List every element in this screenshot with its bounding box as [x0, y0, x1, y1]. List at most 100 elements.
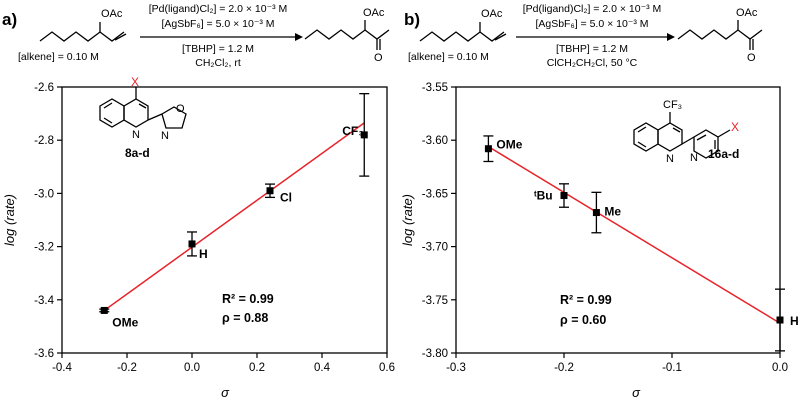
point-label: OMe	[112, 315, 138, 329]
reagent-a-3: [TBHP] = 1.2 M	[182, 43, 254, 55]
y-tick-label: -2.8	[34, 135, 54, 147]
data-point-group: ᵗBu	[534, 183, 569, 208]
ketone-oxygen-b: O	[747, 52, 756, 64]
oac-start-b: OAc	[481, 8, 503, 20]
x-tick-label: 0.0	[184, 362, 200, 374]
data-point-group: OMe	[99, 306, 139, 329]
y-tick-label: -3.75	[422, 295, 448, 307]
linear-fit-line	[488, 145, 781, 324]
double-bond-a	[114, 33, 127, 41]
data-point-marker	[100, 306, 108, 314]
y-tick-label: -3.65	[422, 188, 448, 200]
y-tick-label: -3.70	[422, 242, 448, 254]
ketone-product-a	[304, 29, 390, 40]
linear-fit-line	[103, 122, 365, 312]
x-tick-label: 0.0	[772, 362, 788, 374]
data-point-marker	[484, 145, 492, 153]
data-point-group: Cl	[265, 183, 292, 205]
y-tick-label: -3.4	[34, 295, 54, 307]
y-tick-label: -3.60	[422, 135, 448, 147]
data-point-group: Me	[591, 191, 621, 234]
ligand-x-b: X	[731, 120, 739, 134]
chart-b: -0.3 -0.2 -0.1 0.0 -3.55 -3.60 -3.65 -3.70 -3.75…	[400, 82, 799, 400]
plot-frame-a	[61, 86, 388, 354]
data-marks-b: OMe ᵗBu Me H	[483, 135, 799, 352]
ligand-structure-a	[99, 87, 187, 129]
axis-ticks-a: -0.4 -0.2 0.0 0.2 0.4 0.6 -2.6 -2.8 -3.0 -3.2 -3.4…	[34, 82, 395, 374]
compound-label-a: 8a-d	[125, 146, 150, 160]
ring-atom-n2-b: N	[690, 152, 698, 164]
data-point-marker	[776, 316, 784, 324]
alkene-substrate-b	[419, 31, 505, 42]
scheme-b: b) OAc [alkene] = 0.10 M [Pd(ligand)Cl₂]…	[404, 3, 763, 69]
scheme-a: a) OAc [alkene] = 0.10 M [Pd(ligand)Cl₂]…	[2, 3, 390, 69]
y-tick-label: -2.6	[34, 82, 54, 94]
x-tick-label: -0.2	[117, 362, 137, 374]
ketone-product-b	[677, 29, 763, 40]
xlabel-b: σ	[632, 385, 641, 400]
reagent-a-1: [Pd(ligand)Cl₂] = 2.0 × 10⁻³ M	[149, 3, 288, 15]
oac-start-a: OAc	[101, 8, 123, 20]
reagent-b-2: [AgSbF₆] = 5.0 × 10⁻³ M	[535, 18, 648, 30]
alkene-conc-b: [alkene] = 0.10 M	[408, 51, 489, 63]
point-label: CF₃	[342, 124, 364, 138]
oac-product-a: OAc	[363, 7, 385, 19]
compound-label-b: 16a-d	[708, 147, 739, 161]
reagent-a-2: [AgSbF₆] = 5.0 × 10⁻³ M	[161, 18, 274, 30]
double-bond-b	[494, 33, 507, 41]
plot-frame-b	[455, 86, 781, 354]
ring-atom-n1-a: N	[132, 129, 140, 141]
axis-ticks-b: -0.3 -0.2 -0.1 0.0 -3.55 -3.60 -3.65 -3.70 -3.75…	[422, 82, 788, 374]
x-tick-label: -0.2	[554, 362, 574, 374]
panel-letter-a: a)	[2, 10, 17, 29]
reagent-b-1: [Pd(ligand)Cl₂] = 2.0 × 10⁻³ M	[523, 3, 662, 15]
data-point-marker	[560, 192, 568, 200]
rho-b: ρ = 0.60	[560, 313, 606, 327]
ligand-cf3-b: CF₃	[663, 99, 682, 111]
ring-atom-n2-a: N	[161, 130, 169, 142]
reagent-b-4: ClCH₂CH₂Cl, 50 °C	[547, 57, 638, 69]
point-label: OMe	[496, 138, 522, 152]
point-label: H	[790, 314, 799, 328]
data-marks-a: OMe H Cl CF₃	[99, 93, 370, 329]
data-point-marker	[266, 187, 274, 195]
oac-product-b: OAc	[736, 7, 758, 19]
y-tick-label: -3.2	[34, 242, 54, 254]
arrowhead-a	[295, 33, 303, 41]
point-label: H	[199, 247, 208, 261]
ring-atom-o-a: O	[176, 103, 185, 115]
alkene-conc-a: [alkene] = 0.10 M	[18, 51, 99, 63]
x-tick-label: -0.3	[446, 362, 466, 374]
alkene-substrate-a	[39, 31, 125, 42]
y-tick-label: -3.55	[422, 82, 448, 94]
ketone-oxygen-a: O	[374, 52, 383, 64]
chart-a: -0.4 -0.2 0.0 0.2 0.4 0.6 -2.6 -2.8 -3.0 -3.2 -3.4…	[2, 75, 395, 400]
x-tick-label: 0.6	[379, 362, 395, 374]
data-point-group: H	[187, 231, 208, 261]
data-point-marker	[188, 240, 196, 248]
ylabel-b: log (rate)	[400, 194, 415, 246]
y-tick-label: -3.80	[422, 348, 448, 360]
reagent-b-3: [TBHP] = 1.2 M	[556, 43, 628, 55]
x-tick-label: 0.2	[249, 362, 265, 374]
data-point-group: CF₃	[342, 93, 370, 177]
ylabel-a: log (rate)	[2, 194, 17, 246]
panel-letter-b: b)	[404, 10, 420, 29]
ligand-x-a: X	[131, 75, 139, 89]
data-point-marker	[360, 131, 368, 139]
y-tick-label: -3.6	[34, 348, 54, 360]
data-point-marker	[592, 209, 600, 217]
x-tick-label: -0.4	[52, 362, 72, 374]
x-tick-label: 0.4	[314, 362, 331, 374]
xlabel-a: σ	[221, 385, 230, 400]
r2-b: R² = 0.99	[560, 293, 612, 307]
data-point-group: H	[775, 288, 799, 352]
data-point-group: OMe	[483, 135, 523, 163]
ligand-structure-b	[633, 112, 731, 159]
point-label: Cl	[280, 191, 292, 205]
point-label: Me	[604, 205, 621, 219]
r2-a: R² = 0.99	[222, 292, 274, 306]
x-tick-label: -0.1	[662, 362, 682, 374]
ring-atom-n1-b: N	[666, 153, 674, 165]
